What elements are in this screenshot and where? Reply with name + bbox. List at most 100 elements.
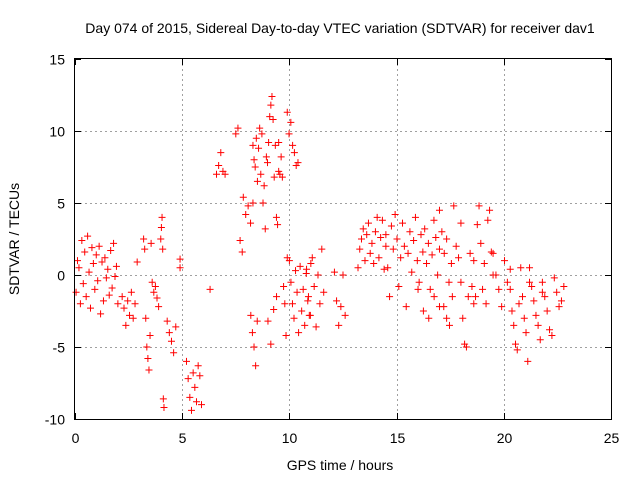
data-point-marker — [421, 225, 429, 233]
data-point-marker — [290, 314, 298, 322]
data-point-marker — [530, 297, 538, 305]
data-point-marker — [295, 329, 303, 337]
data-point-marker — [524, 357, 532, 365]
data-point-marker — [133, 258, 141, 266]
data-point-marker — [287, 118, 295, 126]
data-point-marker — [192, 398, 200, 406]
data-point-marker — [176, 255, 184, 263]
data-point-marker — [242, 211, 250, 219]
x-tick-label: 5 — [179, 430, 187, 446]
data-point-marker — [157, 223, 165, 231]
data-point-marker — [143, 343, 151, 351]
grid-lines — [75, 59, 611, 419]
data-point-marker — [127, 288, 135, 296]
x-tick-label: 15 — [390, 430, 406, 446]
data-point-marker — [526, 278, 534, 286]
data-point-marker — [253, 317, 261, 325]
data-point-marker — [555, 303, 563, 311]
data-point-marker — [307, 259, 315, 267]
data-point-marker — [371, 228, 379, 236]
data-point-marker — [289, 141, 297, 149]
data-point-marker — [142, 314, 150, 322]
data-point-marker — [426, 285, 434, 293]
data-point-marker — [423, 259, 431, 267]
data-point-marker — [382, 231, 390, 239]
data-point-marker — [105, 291, 113, 299]
data-point-marker — [197, 401, 205, 409]
data-point-marker — [443, 235, 451, 243]
data-point-marker — [251, 163, 259, 171]
data-point-marker — [274, 221, 282, 229]
data-point-marker — [267, 101, 275, 109]
data-point-marker — [74, 257, 82, 265]
data-point-marker — [213, 170, 221, 178]
data-point-marker — [470, 257, 478, 265]
x-tick-label: 25 — [604, 430, 620, 446]
data-point-marker — [459, 314, 467, 322]
data-point-marker — [522, 329, 530, 337]
data-point-marker — [269, 115, 277, 123]
data-point-marker — [287, 278, 295, 286]
x-tick-labels: 0 5 10 15 20 25 — [72, 430, 620, 446]
data-point-marker — [419, 307, 427, 315]
data-point-marker — [534, 321, 542, 329]
data-point-marker — [158, 213, 166, 221]
data-point-marker — [141, 245, 149, 253]
data-point-marker — [194, 362, 202, 370]
data-point-marker — [487, 248, 495, 256]
data-point-marker — [102, 274, 110, 282]
data-point-marker — [378, 216, 386, 224]
data-point-marker — [414, 285, 422, 293]
data-point-marker — [312, 323, 320, 331]
data-point-marker — [462, 343, 470, 351]
data-point-marker — [464, 293, 472, 301]
data-point-marker — [146, 331, 154, 339]
data-point-marker — [271, 141, 279, 149]
data-point-marker — [333, 297, 341, 305]
data-point-marker — [368, 239, 376, 247]
data-point-marker — [157, 235, 165, 243]
data-point-marker — [430, 293, 438, 301]
data-point-marker — [165, 329, 173, 337]
data-point-marker — [140, 235, 148, 243]
y-tick-label: -5 — [53, 340, 66, 356]
data-point-marker — [290, 149, 298, 157]
data-point-marker — [377, 234, 385, 242]
data-point-marker — [88, 244, 96, 252]
data-point-marker — [176, 264, 184, 272]
x-tick-label: 10 — [282, 430, 298, 446]
data-point-marker — [557, 297, 565, 305]
data-point-marker — [391, 211, 399, 219]
y-tick-label: 0 — [57, 268, 65, 284]
data-point-marker — [292, 267, 300, 275]
data-point-marker — [393, 235, 401, 243]
data-point-marker — [255, 144, 263, 152]
data-point-marker — [363, 231, 371, 239]
data-point-marker — [452, 242, 460, 250]
data-point-marker — [281, 300, 289, 308]
data-point-marker — [399, 219, 407, 227]
data-point-marker — [425, 314, 433, 322]
data-point-marker — [308, 254, 316, 262]
data-point-marker — [144, 355, 152, 363]
data-point-marker — [513, 346, 521, 354]
data-point-marker — [515, 300, 523, 308]
data-point-marker — [489, 249, 497, 257]
data-point-marker — [501, 257, 509, 265]
data-point-marker — [124, 297, 132, 305]
data-point-marker — [267, 340, 275, 348]
data-point-marker — [408, 268, 416, 276]
data-point-marker — [532, 311, 540, 319]
data-point-marker — [356, 245, 364, 253]
axis-ticks — [75, 59, 612, 420]
data-point-marker — [285, 257, 293, 265]
data-point-marker — [151, 283, 159, 291]
data-point-marker — [415, 278, 423, 286]
data-point-marker — [118, 293, 126, 301]
data-point-marker — [277, 153, 285, 161]
data-point-marker — [477, 239, 485, 247]
data-point-marker — [266, 113, 274, 121]
y-axis-label: SDTVAR / TECUs — [6, 183, 22, 295]
